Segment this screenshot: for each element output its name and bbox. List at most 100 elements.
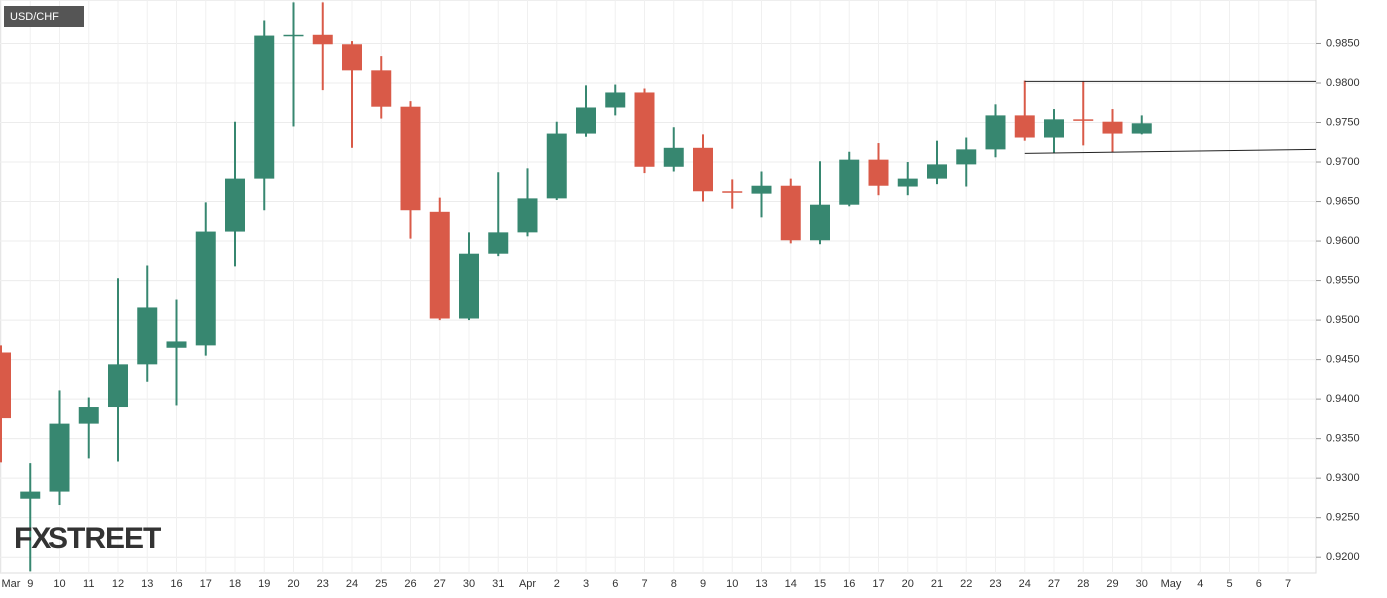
candle-body [283,34,304,37]
x-tick-label: 23 [989,578,1001,590]
x-tick-label: Apr [519,578,536,590]
candle-body [546,133,567,199]
x-tick-label: 16 [170,578,182,590]
x-tick-label: 2 [554,578,560,590]
x-tick-label: 11 [83,578,94,590]
candle-body [956,149,977,165]
x-tick-label: May [1161,578,1182,590]
x-tick-label: 3 [583,578,589,590]
candle-body [839,159,860,205]
y-tick-label: 0.9450 [1326,354,1360,366]
candle-body [517,198,538,233]
candle-body [195,231,216,346]
x-tick-label: 29 [1106,578,1118,590]
x-tick-label: 24 [346,578,358,590]
y-tick-label: 0.9850 [1326,37,1360,49]
y-tick-label: 0.9700 [1326,156,1360,168]
candle-body [342,44,362,71]
plot [0,2,1316,572]
x-tick-label: 12 [112,578,124,590]
candle-body [663,147,684,167]
x-tick-label: 27 [434,578,446,590]
candle-body [312,34,333,45]
candle-body [1014,115,1035,138]
title-badge [4,6,84,27]
x-tick-label: 5 [1226,578,1232,590]
candle-body [751,185,772,194]
candle-body [459,253,479,319]
x-tick-label: 30 [463,578,475,590]
x-tick-label: 9 [27,578,33,590]
x-tick-label: 20 [902,578,914,590]
x-tick-label: 18 [229,578,241,590]
x-tick-label: 16 [843,578,855,590]
candle-body [429,211,450,319]
y-tick-label: 0.9650 [1326,195,1360,207]
candle-body [225,178,245,232]
x-tick-label: 10 [53,578,65,590]
candle-body [49,423,70,492]
candle-body [371,70,392,107]
candle-body [1073,119,1094,121]
candle-body [488,232,509,254]
candle-body [78,407,99,424]
y-tick-label: 0.9300 [1326,472,1360,484]
plot-area [0,0,1317,574]
candle-body [927,164,947,179]
x-tick-label: 30 [1136,578,1148,590]
candle-body [868,159,889,186]
candle-body [897,178,918,187]
x-tick-label: 9 [700,578,706,590]
candle-body [20,491,41,499]
candle-body [1102,121,1123,134]
candle-body [810,204,830,241]
x-tick-label: 7 [641,578,647,590]
x-tick-label: 6 [612,578,618,590]
candle-body [1044,119,1064,138]
x-tick-label: 17 [872,578,884,590]
trend-line [1024,148,1316,154]
x-tick-label: 25 [375,578,387,590]
x-tick-label: 13 [755,578,767,590]
y-tick-label: 0.9600 [1326,235,1360,247]
x-tick-label: 20 [287,578,299,590]
chart-title: USD/CHF [10,11,59,23]
x-tick-label: 19 [258,578,270,590]
candle-body [985,115,1006,150]
candle-body [722,191,743,193]
x-tick-label: 31 [492,578,504,590]
candle-body [634,92,655,167]
x-tick-label: 15 [814,578,826,590]
candle-body [400,106,421,211]
candle-body [780,185,801,241]
x-tick-label: 4 [1197,578,1203,590]
candle-body [1131,123,1152,134]
x-tick-label: 27 [1048,578,1060,590]
candle-body [166,341,187,348]
x-tick-label: 7 [1285,578,1291,590]
x-tick-label: 10 [726,578,738,590]
x-tick-label: Mar [2,578,21,590]
candle-body [693,147,713,192]
y-tick-label: 0.9500 [1326,314,1360,326]
x-tick-label: 8 [671,578,677,590]
x-tick-label: 22 [960,578,972,590]
x-tick-label: 13 [141,578,153,590]
x-tick-label: 6 [1256,578,1262,590]
y-tick-label: 0.9200 [1326,551,1360,563]
x-tick-label: 26 [404,578,416,590]
x-tick-label: 14 [785,578,797,590]
y-tick-label: 0.9250 [1326,512,1360,524]
candle-body [137,307,158,365]
y-tick-label: 0.9550 [1326,274,1360,286]
x-tick-label: 28 [1077,578,1089,590]
candle-body [0,352,11,419]
candle-body [254,35,275,179]
y-tick-label: 0.9750 [1326,116,1360,128]
y-tick-label: 0.9800 [1326,77,1360,89]
candle-body [576,107,596,134]
logo-street: STREET [48,522,161,555]
x-tick-label: 24 [1019,578,1031,590]
x-tick-label: 17 [200,578,212,590]
